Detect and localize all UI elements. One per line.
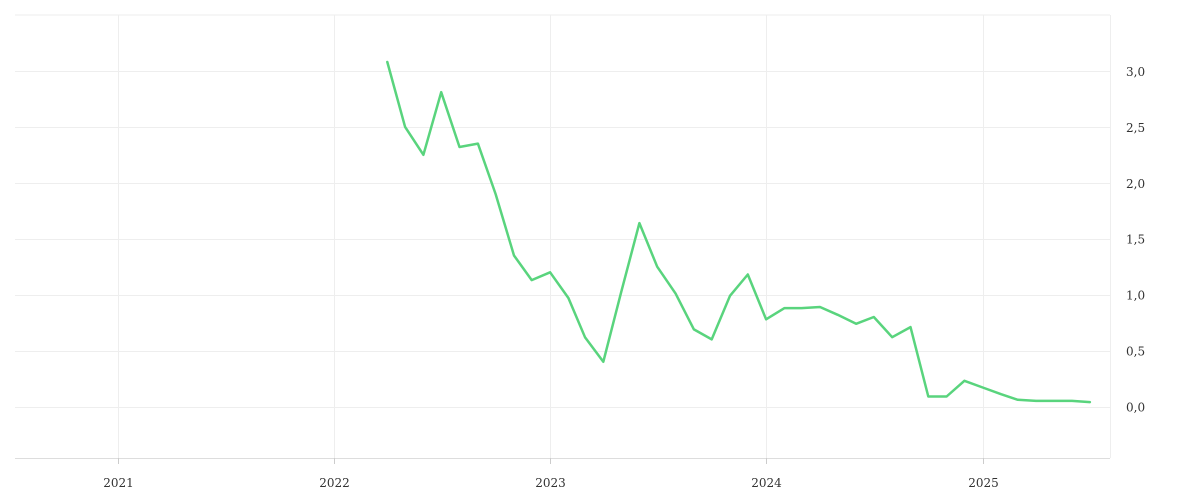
x-tick-label: 2021 (103, 476, 134, 490)
data-point (873, 316, 875, 318)
data-point (729, 295, 731, 297)
data-point (386, 61, 388, 63)
y-tick-label: 2,0 (1126, 177, 1145, 191)
data-point (837, 314, 839, 316)
x-tick-label: 2023 (535, 476, 566, 490)
data-point (494, 193, 496, 195)
y-tick-label: 0,5 (1126, 345, 1145, 359)
data-point (819, 306, 821, 308)
x-tick-label: 2024 (751, 476, 782, 490)
data-point (404, 126, 406, 128)
data-point (638, 222, 640, 224)
data-point (567, 297, 569, 299)
data-point (855, 323, 857, 325)
data-point (549, 271, 551, 273)
label-layer: 2021 2022 2023 2024 2025 0,0 0,5 1,0 1,5 2,0 2,5 3,… (103, 65, 1145, 490)
data-point (711, 338, 713, 340)
data-point (422, 154, 424, 156)
data-point (531, 279, 533, 281)
data-point (440, 91, 442, 93)
y-tick-label: 1,5 (1126, 233, 1145, 247)
data-point (602, 361, 604, 363)
y-tick-label: 3,0 (1126, 65, 1145, 79)
data-point (800, 307, 802, 309)
y-tick-label: 0,0 (1126, 401, 1145, 415)
series-line (386, 60, 1092, 404)
data-point (747, 273, 749, 275)
axis-layer (15, 15, 1111, 464)
data-point (458, 146, 460, 148)
data-point (693, 328, 695, 330)
data-point (1071, 400, 1073, 402)
series-layer (386, 60, 1092, 404)
data-point (513, 254, 515, 256)
data-point (783, 307, 785, 309)
data-point (1035, 400, 1037, 402)
x-tick-label: 2022 (319, 476, 350, 490)
data-point (945, 395, 947, 397)
data-point (620, 291, 622, 293)
x-tick-label: 2025 (968, 476, 999, 490)
data-point (909, 326, 911, 328)
data-point (584, 336, 586, 338)
data-point (1089, 401, 1091, 403)
data-point (477, 142, 479, 144)
data-point (1017, 399, 1019, 401)
data-point (656, 266, 658, 268)
grid-layer (15, 14, 1110, 458)
data-point (982, 386, 984, 388)
data-point (963, 380, 965, 382)
data-point (674, 292, 676, 294)
data-point (891, 336, 893, 338)
y-tick-label: 1,0 (1126, 289, 1145, 303)
y-tick-label: 2,5 (1126, 121, 1145, 135)
data-point (765, 318, 767, 320)
data-point (927, 395, 929, 397)
data-point (1053, 400, 1055, 402)
data-point (1000, 393, 1002, 395)
